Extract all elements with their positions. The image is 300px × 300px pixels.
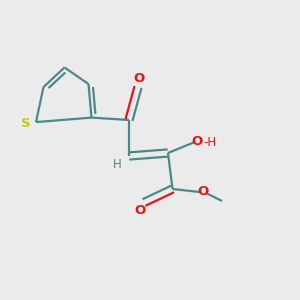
- Text: O: O: [198, 184, 209, 198]
- Text: H: H: [112, 158, 122, 171]
- Text: O: O: [134, 203, 146, 217]
- Text: S: S: [21, 117, 30, 130]
- Text: O: O: [134, 71, 145, 85]
- Text: -H: -H: [203, 136, 217, 149]
- Text: O: O: [192, 135, 203, 148]
